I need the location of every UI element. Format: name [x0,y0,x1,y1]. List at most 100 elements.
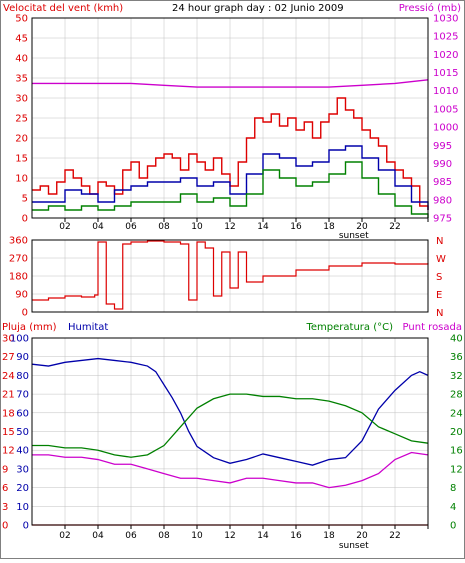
humidity-tick-label: 100 [10,334,29,345]
rain-tick-label: 3 [2,502,8,513]
sunset-label: sunset [339,541,369,551]
x-tick-label: 20 [356,531,368,541]
x-tick-label: 08 [158,222,170,232]
temperature-tick-label: 40 [450,334,463,345]
x-tick-label: 18 [323,222,335,232]
rain-tick-label: 27 [2,352,15,363]
rain-axis-label: Pluja (mm) [2,322,57,333]
x-tick-label: 04 [92,222,104,232]
humidity-tick-label: 10 [16,502,29,513]
rain-tick-label: 12 [2,446,15,457]
series-line-temperatura-c- [32,393,429,458]
x-tick-label: 14 [257,222,269,232]
pressure-tick-label: 980 [433,195,452,206]
wind-tick-label: 5 [22,194,28,205]
series-line-green [32,161,429,218]
compass-label: W [436,254,446,265]
wind-tick-label: 0 [22,214,28,225]
dewpoint-axis-label: Punt rosada [403,322,462,333]
temperature-tick-label: 24 [450,408,463,419]
temperature-tick-label: 16 [450,446,463,457]
x-tick-label: 08 [158,531,170,541]
x-tick-label: 12 [224,531,235,541]
x-tick-label: 14 [257,531,269,541]
temperature-tick-label: 4 [450,502,456,513]
rain-tick-label: 21 [2,390,15,401]
pressure-tick-label: 975 [433,214,452,225]
plot-frame-humidity [31,337,429,526]
x-tick-label: 16 [290,222,302,232]
pressure-tick-label: 990 [433,159,452,170]
series-line-humitat [31,357,429,466]
pressure-tick-label: 985 [433,177,452,188]
x-tick-label: 02 [59,222,70,232]
x-tick-label: 10 [191,531,203,541]
rain-tick-label: 6 [2,483,8,494]
wind-direction-line [32,240,429,310]
pressure-tick-label: 1025 [433,32,458,43]
rain-tick-label: 0 [2,521,8,532]
plot-frame-wind [31,17,429,219]
x-tick-label: 16 [290,531,302,541]
x-tick-label: 10 [191,222,203,232]
humidity-tick-label: 50 [16,427,29,438]
humidity-tick-label: 40 [16,446,29,457]
pressure-tick-label: 1010 [433,86,458,97]
humidity-tick-label: 20 [16,483,29,494]
temperature-tick-label: 12 [450,464,463,475]
temperature-tick-label: 20 [450,427,463,438]
compass-label: E [436,290,442,301]
x-tick-label: 06 [125,222,137,232]
temperature-axis-label: Temperatura (°C) [305,322,393,333]
wind-tick-label: 35 [15,74,28,85]
x-tick-label: 04 [92,531,104,541]
series-line-pressure [32,79,429,88]
direction-tick-label: 90 [15,290,28,301]
direction-tick-label: 0 [22,308,28,319]
x-tick-label: 02 [59,531,70,541]
plot-frame-direction [31,239,429,313]
rain-tick-label: 9 [2,464,8,475]
compass-label: N [436,236,443,247]
humidity-tick-label: 0 [23,521,29,532]
humidity-tick-label: 80 [16,371,29,382]
humidity-tick-label: 30 [16,464,29,475]
wind-tick-label: 40 [15,54,28,65]
direction-tick-label: 270 [9,254,28,265]
wind-tick-label: 10 [15,174,28,185]
x-tick-label: 12 [224,222,235,232]
wind-tick-label: 30 [15,94,28,105]
wind-tick-label: 20 [15,134,28,145]
pressure-tick-label: 1020 [433,50,458,61]
compass-label: S [436,272,442,283]
humidity-axis-label: Humitat [68,322,108,333]
x-tick-label: 06 [125,531,137,541]
wind-tick-label: 15 [15,154,28,165]
wind-axis-label: Velocitat del vent (kmh) [3,3,123,14]
humidity-tick-label: 60 [16,408,29,419]
wind-tick-label: 25 [15,114,28,125]
direction-tick-label: 180 [9,272,28,283]
pressure-tick-label: 995 [433,141,452,152]
temperature-tick-label: 0 [450,521,456,532]
temperature-tick-label: 28 [450,390,463,401]
humidity-tick-label: 90 [16,352,29,363]
rain-tick-label: 24 [2,371,15,382]
pressure-tick-label: 1030 [433,14,458,25]
x-tick-label: 22 [389,531,400,541]
rain-tick-label: 30 [2,334,15,345]
rain-tick-label: 15 [2,427,15,438]
pressure-tick-label: 1015 [433,68,458,79]
pressure-tick-label: 1005 [433,104,458,115]
series-line-punt-rosada [32,451,429,489]
pressure-axis-label: Pressió (mb) [399,2,461,14]
temperature-tick-label: 36 [450,352,463,363]
x-tick-label: 18 [323,531,335,541]
wind-tick-label: 50 [15,14,28,25]
sunset-label: sunset [339,231,369,241]
compass-label: N [436,308,443,319]
pressure-tick-label: 1000 [433,123,458,134]
humidity-tick-label: 70 [16,390,29,401]
